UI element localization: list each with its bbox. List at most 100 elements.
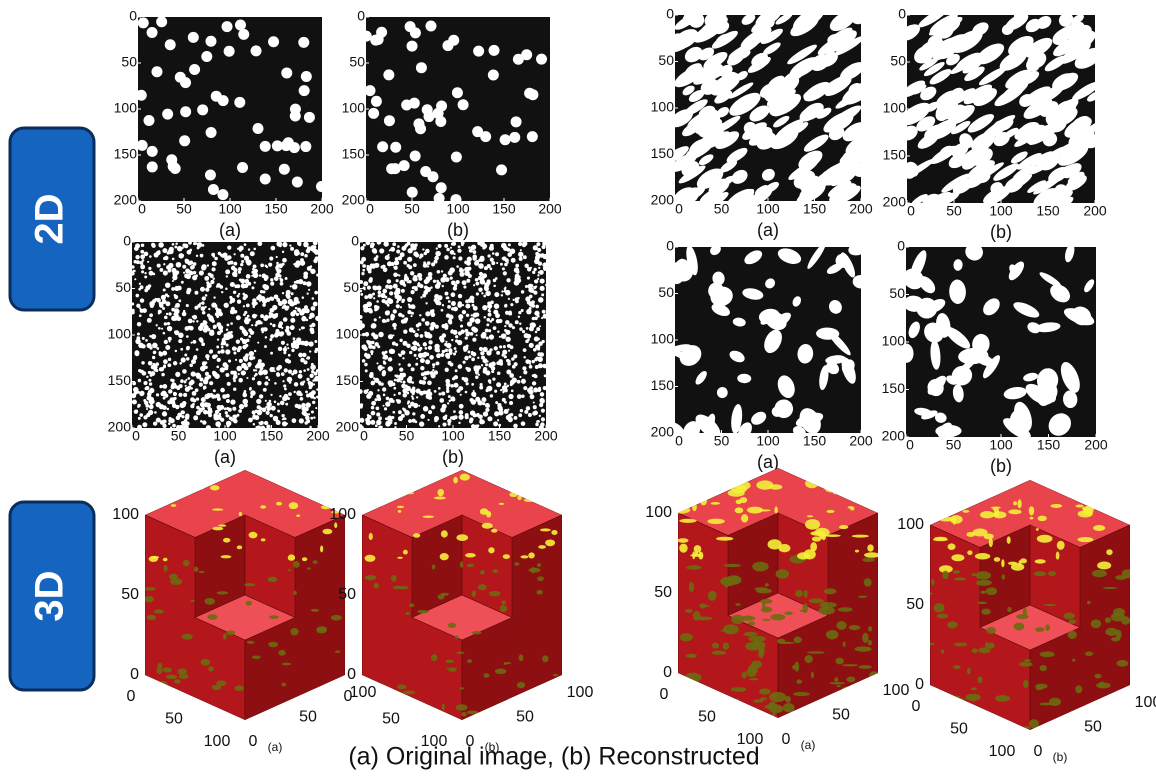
z-tick-label: 50 xyxy=(338,586,356,603)
phase-spot xyxy=(776,569,790,579)
phase xyxy=(156,402,161,407)
micro-image xyxy=(661,240,869,448)
phase-spot xyxy=(1075,505,1083,508)
phase xyxy=(255,302,258,305)
phase xyxy=(493,421,498,426)
phase xyxy=(362,269,365,272)
phase xyxy=(174,246,177,249)
y-tick-label: 50 xyxy=(121,54,137,70)
phase xyxy=(452,242,456,246)
phase-spot xyxy=(542,655,548,662)
phase xyxy=(382,289,387,294)
phase xyxy=(300,397,304,401)
phase xyxy=(359,320,363,324)
phase xyxy=(466,279,470,283)
phase xyxy=(287,347,289,349)
phase xyxy=(495,401,498,404)
phase xyxy=(362,264,366,268)
phase xyxy=(236,284,240,288)
phase xyxy=(400,381,402,383)
phase-spot xyxy=(927,643,935,645)
phase-spot xyxy=(1125,687,1133,692)
particle xyxy=(361,31,372,42)
phase xyxy=(510,248,516,254)
phase-spot xyxy=(736,467,746,474)
particle xyxy=(416,62,427,73)
phase xyxy=(508,414,510,416)
phase xyxy=(246,377,248,379)
phase xyxy=(165,282,170,287)
phase xyxy=(132,399,137,404)
phase-spot xyxy=(1069,710,1081,717)
phase xyxy=(537,348,540,351)
phase-spot xyxy=(937,701,943,705)
y-tick-label: 0 xyxy=(249,733,258,750)
phase xyxy=(153,351,157,355)
phase-spot xyxy=(334,522,337,528)
phase xyxy=(538,267,540,269)
phase xyxy=(360,293,363,296)
phase xyxy=(533,411,538,416)
phase xyxy=(202,311,206,315)
phase-spot xyxy=(461,712,466,716)
phase xyxy=(428,340,432,344)
phase xyxy=(419,421,424,426)
phase xyxy=(216,345,219,348)
phase xyxy=(435,284,440,289)
particle xyxy=(405,21,416,32)
phase xyxy=(500,389,502,391)
phase xyxy=(407,242,411,246)
phase xyxy=(366,266,372,272)
phase xyxy=(174,330,178,334)
phase xyxy=(390,349,395,354)
x-tick-label: 100 xyxy=(213,428,237,444)
phase xyxy=(212,267,214,269)
phase-spot xyxy=(403,550,408,555)
phase xyxy=(264,421,268,425)
phase-spot xyxy=(854,646,871,651)
phase xyxy=(392,411,395,414)
phase xyxy=(239,404,244,409)
phase xyxy=(363,244,366,247)
particle xyxy=(424,111,435,122)
phase xyxy=(385,402,390,407)
phase-spot xyxy=(1068,631,1077,639)
phase-spot xyxy=(1044,604,1057,606)
x-tick-label: 0 xyxy=(675,433,683,449)
micro-image xyxy=(361,17,550,205)
phase xyxy=(293,337,296,340)
phase-spot xyxy=(807,515,813,517)
phase xyxy=(403,393,408,398)
phase xyxy=(509,373,514,378)
phase-spot xyxy=(928,593,933,595)
phase-spot xyxy=(1091,619,1101,628)
phase xyxy=(281,341,285,345)
phase-spot xyxy=(403,691,415,695)
phase xyxy=(542,310,546,314)
x-tick-label: 50 xyxy=(382,711,400,728)
phase xyxy=(417,329,419,331)
phase xyxy=(492,378,495,381)
phase-spot xyxy=(975,708,985,711)
phase-spot xyxy=(434,496,446,499)
phase xyxy=(282,380,284,382)
phase xyxy=(139,307,141,309)
phase xyxy=(186,347,190,351)
phase xyxy=(499,345,502,348)
phase-spot xyxy=(537,590,543,595)
phase xyxy=(526,406,530,410)
phase-spot xyxy=(1024,659,1031,662)
phase xyxy=(396,249,400,253)
phase xyxy=(448,395,451,398)
phase xyxy=(181,415,184,418)
phase-spot xyxy=(460,687,464,689)
phase-spot xyxy=(431,654,438,661)
phase xyxy=(244,358,248,362)
phase xyxy=(300,252,304,256)
phase xyxy=(475,282,479,286)
phase xyxy=(270,394,272,396)
phase xyxy=(532,381,536,385)
phase xyxy=(239,359,243,363)
phase-spot xyxy=(1035,627,1044,632)
phase xyxy=(233,374,237,378)
